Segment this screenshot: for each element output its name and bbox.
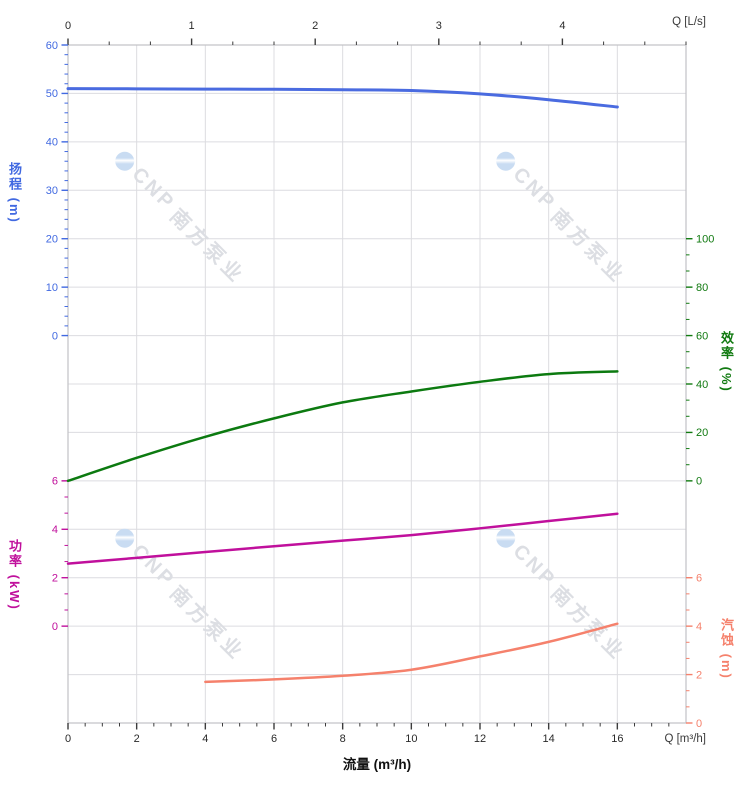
bottom-tick-label: 4 [202, 733, 208, 745]
bottom-tick-label: 2 [134, 733, 140, 745]
head-tick-label: 10 [46, 282, 58, 294]
head-tick-label: 50 [46, 88, 58, 100]
npsh-tick-label: 0 [696, 718, 702, 730]
eff-tick-label: 60 [696, 330, 708, 342]
top-tick-label: 0 [65, 20, 71, 32]
eff-tick-label: 100 [696, 234, 714, 246]
top-tick-label: 3 [436, 20, 442, 32]
npsh-axis-title: 汽蚀 (m) [719, 618, 734, 680]
eff-tick-label: 20 [696, 427, 708, 439]
eff-tick-label: 40 [696, 379, 708, 391]
eff-curve [66, 370, 619, 483]
bottom-tick-label: 12 [474, 733, 486, 745]
npsh-tick-label: 2 [696, 669, 702, 681]
npsh-tick-label: 4 [696, 621, 702, 633]
head-tick-label: 60 [46, 40, 58, 52]
bottom-tick-label: 0 [65, 733, 71, 745]
bottom-tick-label: 14 [543, 733, 555, 745]
top-tick-label: 2 [312, 20, 318, 32]
head-tick-label: 30 [46, 185, 58, 197]
bottom-tick-label: 6 [271, 733, 277, 745]
head-tick-label: 0 [52, 330, 58, 342]
power-tick-label: 6 [52, 476, 58, 488]
top-tick-label: 4 [559, 20, 565, 32]
npsh-curve [204, 622, 619, 684]
power-tick-label: 4 [52, 524, 58, 536]
npsh-tick-label: 6 [696, 573, 702, 585]
top-tick-label: 1 [189, 20, 195, 32]
top-axis-unit-label: Q [L/s] [672, 16, 706, 28]
power-tick-label: 0 [52, 621, 58, 633]
power-axis-title: 功率 (kW) [7, 539, 22, 611]
head-tick-label: 40 [46, 137, 58, 149]
head-curve [66, 87, 619, 109]
eff-tick-label: 0 [696, 476, 702, 488]
power-tick-label: 2 [52, 573, 58, 585]
bottom-tick-label: 10 [405, 733, 417, 745]
bottom-tick-label: 16 [611, 733, 623, 745]
bottom-axis-unit-label: Q [m³/h] [664, 733, 706, 745]
eff-tick-label: 80 [696, 282, 708, 294]
head-tick-label: 20 [46, 234, 58, 246]
head-axis-title: 扬程 (m) [7, 162, 22, 224]
power-curve [66, 512, 619, 565]
efficiency-axis-title: 效率 (%) [719, 331, 734, 393]
x-axis-title: 流量 (m³/h) [342, 757, 412, 772]
bottom-tick-label: 8 [340, 733, 346, 745]
